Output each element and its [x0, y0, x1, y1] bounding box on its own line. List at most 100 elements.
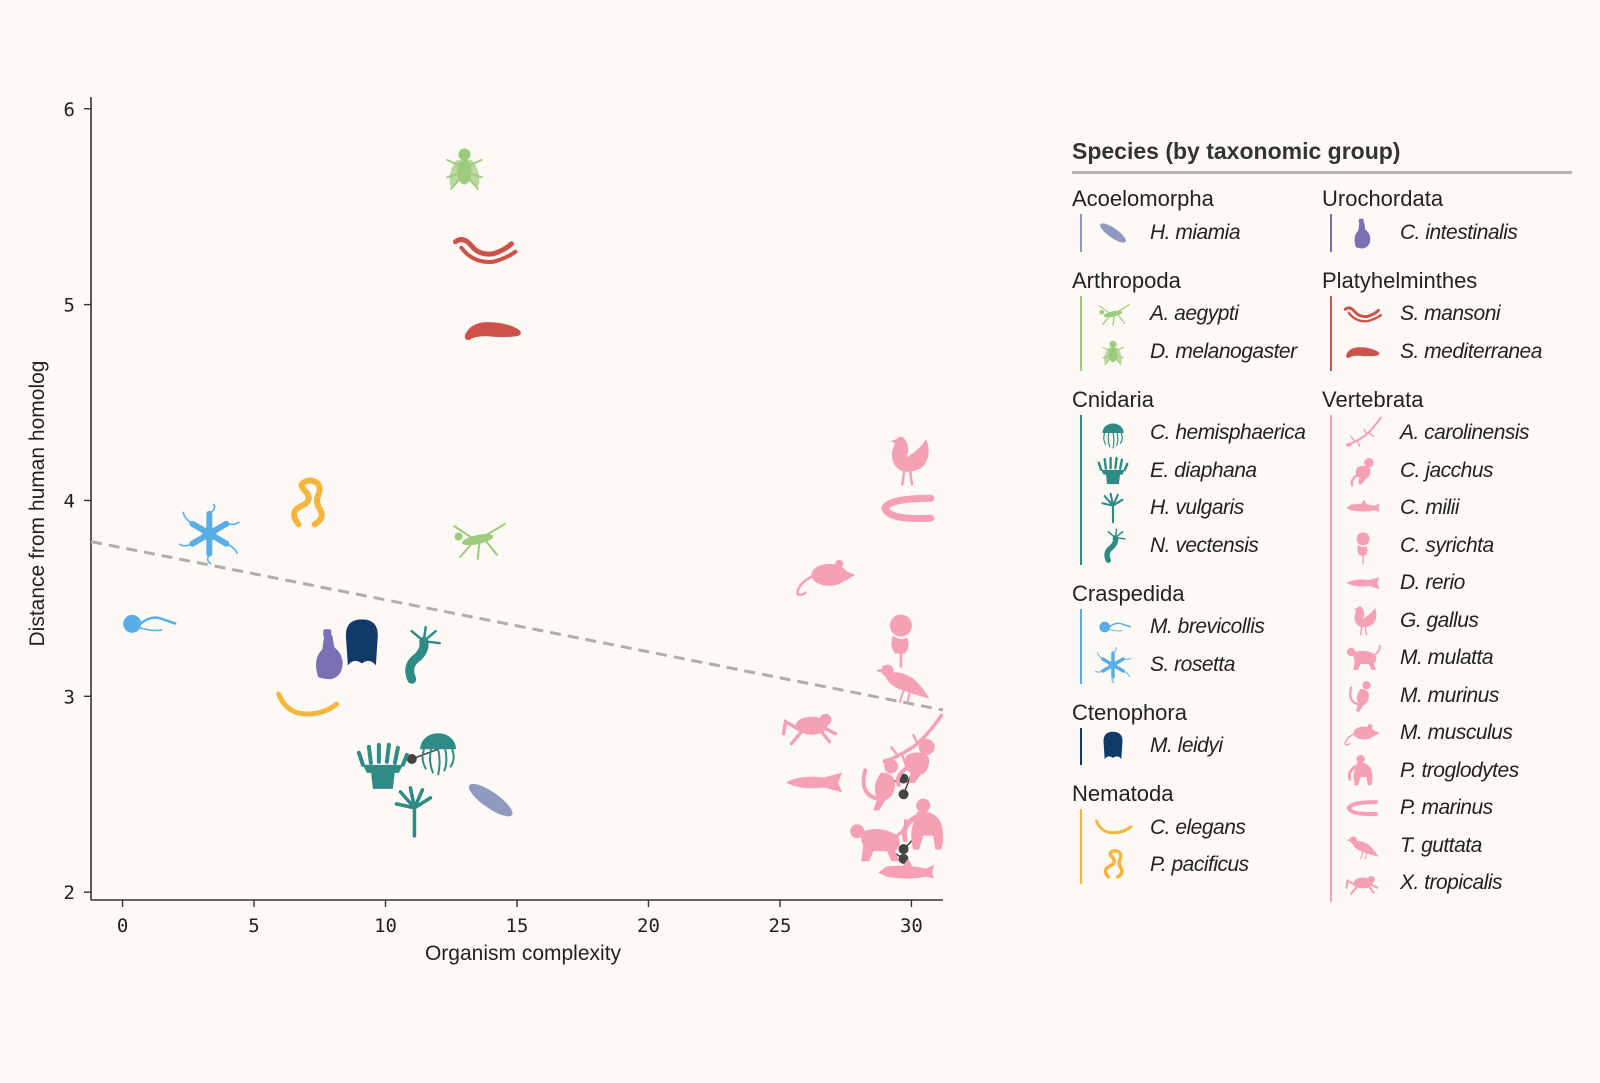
- legend-species-label: X. tropicalis: [1400, 871, 1503, 895]
- legend-species-label: N. vectensis: [1150, 533, 1259, 557]
- legend-group-name: Platyhelminthes: [1322, 267, 1478, 293]
- y-tick-label: 3: [64, 686, 75, 708]
- finch-icon-shape: [898, 690, 911, 703]
- jellyfish-icon: [1102, 423, 1124, 449]
- zebrafish-icon-shape: [796, 780, 831, 787]
- legend-group-entries: S. mansoni S. mediterranea: [1330, 295, 1572, 371]
- x-tick-label: 25: [769, 915, 792, 937]
- x-tick-label: 5: [248, 915, 259, 937]
- legend-species-label: M. brevicollis: [1150, 615, 1265, 639]
- finch-icon-shape: [875, 668, 882, 673]
- jellyfish-icon-shape: [420, 733, 457, 750]
- legend-group: Cnidaria C. hemisphaerica E. diaphana H. vu…: [1072, 387, 1322, 565]
- legend-entry: M. musculus: [1340, 715, 1572, 753]
- roundworm-icon-shape: [276, 691, 340, 717]
- point-roundworm-icon: [276, 691, 340, 717]
- frog-icon-shape: [795, 716, 828, 735]
- legend-species-label: C. hemisphaerica: [1150, 421, 1306, 445]
- legend-group-entries: M. brevicollis S. rosetta: [1080, 608, 1322, 684]
- legend-entry: D. rerio: [1340, 565, 1572, 603]
- point-rosette-colony-icon: [178, 503, 240, 565]
- lizard-icon: [1345, 416, 1382, 448]
- marmoset-icon-shape: [904, 752, 930, 783]
- fly-icon-shape: [446, 158, 483, 191]
- zebrafish-icon-shape: [786, 772, 843, 793]
- mosquito-icon-shape: [453, 522, 507, 560]
- legend-group: Urochordata C. intestinalis: [1322, 186, 1572, 252]
- legend-entry: C. hemisphaerica: [1090, 415, 1322, 453]
- tarsier-icon-shape: [891, 635, 909, 654]
- mouse-icon-shape: [835, 559, 844, 568]
- frog-icon: [1345, 876, 1379, 895]
- frog-icon-shape: [819, 713, 832, 726]
- chimpanzee-icon-shape: [911, 811, 944, 850]
- legend-species-label: C. milii: [1400, 496, 1460, 520]
- point-comb-jelly-icon: [345, 619, 378, 666]
- legend-species-label: P. pacificus: [1150, 853, 1249, 877]
- legend-entry: A. carolinensis: [1340, 415, 1572, 453]
- planarian-icon: [1346, 347, 1380, 358]
- blood-fluke-icon-shape: [459, 245, 518, 264]
- legend-group-entries: H. miamia: [1080, 214, 1322, 252]
- point-frog-icon: [781, 713, 838, 746]
- rosette-colony-icon: [1094, 646, 1132, 684]
- hydra-icon: [1101, 492, 1124, 524]
- legend-group: Nematoda C. elegans P. pacificus: [1072, 781, 1322, 884]
- y-tick-label: 4: [64, 490, 75, 512]
- legend-entry: E. diaphana: [1090, 452, 1322, 490]
- legend-group-entries: A. carolinensis C. jacchus C. milii C. syri…: [1330, 414, 1572, 903]
- anemone-icon-shape: [356, 742, 409, 767]
- legend-group-name: Acoelomorpha: [1072, 186, 1214, 211]
- legend-entry: G. gallus: [1340, 602, 1572, 640]
- y-tick-label: 2: [64, 882, 75, 904]
- connector-dot: [898, 789, 909, 800]
- point-lamprey-icon: [881, 494, 935, 523]
- point-mouse-lemur-icon: [861, 759, 899, 811]
- macaque-icon: [1346, 645, 1381, 671]
- starlet-anemone-icon-shape: [405, 636, 429, 684]
- lamprey-icon-shape: [881, 494, 935, 523]
- legend-species-label: S. mansoni: [1400, 302, 1501, 326]
- choanoflagellate-icon-shape: [139, 616, 177, 626]
- mosquito-icon-shape: [454, 532, 463, 541]
- point-acoel-worm-icon: [468, 783, 513, 817]
- macaque-icon-shape: [850, 824, 865, 839]
- legend-group-name: Vertebrata: [1322, 386, 1424, 412]
- legend-species-label: D. rerio: [1400, 571, 1465, 595]
- point-mouse-icon: [795, 559, 856, 597]
- choanoflagellate-icon-shape: [123, 614, 142, 633]
- chimpanzee-icon: [1347, 754, 1373, 785]
- legend-entry: X. tropicalis: [1340, 865, 1572, 903]
- legend-entry: M. murinus: [1340, 677, 1572, 715]
- tarsier-icon-shape: [889, 614, 912, 637]
- starlet-anemone-icon: [1104, 528, 1126, 563]
- legend-entry: C. milii: [1340, 490, 1572, 528]
- anemone-icon-shape: [362, 764, 403, 773]
- finch-icon: [1346, 836, 1379, 860]
- rosette-colony-icon-shape: [189, 510, 230, 557]
- legend-species-label: M. murinus: [1400, 683, 1499, 707]
- legend-species-label: H. miamia: [1150, 220, 1241, 244]
- legend-entry: P. pacificus: [1090, 847, 1322, 885]
- legend-species-label: A. aegypti: [1150, 302, 1239, 326]
- point-sea-squirt-icon: [316, 629, 343, 680]
- sea-squirt-icon: [1354, 218, 1371, 249]
- sea-squirt-icon-shape: [316, 635, 343, 680]
- legend-entry: P. marinus: [1340, 790, 1572, 828]
- zebrafish-icon: [1346, 577, 1380, 590]
- chicken-icon-shape: [890, 439, 897, 444]
- trend-line: [90, 540, 944, 712]
- chimpanzee-icon-shape: [916, 798, 931, 813]
- chicken-icon: [1353, 606, 1377, 636]
- mouse-lemur-icon-shape: [884, 759, 899, 774]
- acoel-worm-icon: [1100, 223, 1126, 243]
- legend-species-label: E. diaphana: [1150, 458, 1257, 482]
- legend-group-name: Cnidaria: [1072, 386, 1154, 412]
- point-macaque-icon: [850, 818, 908, 862]
- coiled-worm-icon: [1103, 849, 1124, 879]
- legend-entry: N. vectensis: [1090, 527, 1322, 565]
- chicken-icon-shape: [891, 436, 929, 472]
- connector-dot: [898, 853, 909, 864]
- legend-group: Craspedida M. brevicollis S. rosetta: [1072, 581, 1322, 684]
- legend-group: Arthropoda A. aegypti D. melanogaster: [1072, 268, 1322, 371]
